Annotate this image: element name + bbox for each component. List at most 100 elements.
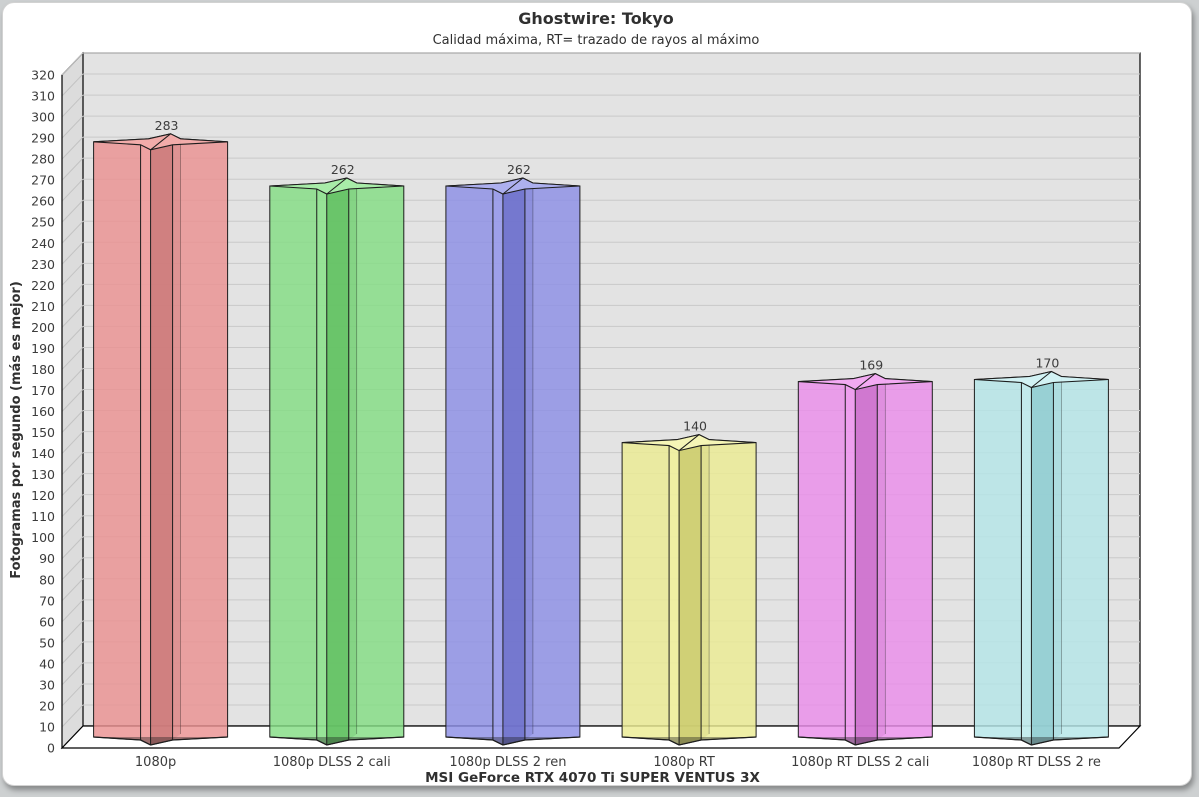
bar-top-crease <box>150 133 171 151</box>
y-tick-label: 90 <box>39 551 55 566</box>
bar-facet-dark <box>679 445 702 745</box>
wall-hatch <box>61 283 84 307</box>
wall-hatch <box>61 473 84 496</box>
bar-bottom-edge <box>93 736 228 746</box>
bar-value-label: 169 <box>859 358 883 373</box>
y-tick-label: 250 <box>31 215 55 230</box>
wall-hatch <box>61 52 84 76</box>
x-axis-title: MSI GeForce RTX 4070 Ti SUPER VENTUS 3X <box>425 770 760 786</box>
y-tick-label: 270 <box>31 173 55 188</box>
bar-top-crease <box>1031 371 1052 388</box>
wall-hatch <box>61 515 84 539</box>
wall-hatch <box>61 262 84 286</box>
bar-top-crease <box>854 373 876 390</box>
bar-value-label: 283 <box>155 118 179 133</box>
y-tick-label: 290 <box>31 131 55 146</box>
bar-value-label: 140 <box>683 419 707 434</box>
bar-bottom-edge <box>445 736 580 746</box>
wall-hatch <box>61 620 84 644</box>
y-tick-label: 220 <box>31 278 55 293</box>
bar-bottom-edge <box>622 736 757 746</box>
bar-facet-dark <box>855 384 878 745</box>
wall-hatch <box>61 115 84 139</box>
wall-hatch <box>61 410 84 433</box>
wall-hatch <box>61 178 84 202</box>
y-tick-label: 0 <box>47 741 55 756</box>
x-category-label: 1080p <box>135 755 176 770</box>
y-tick-label: 280 <box>31 152 55 167</box>
y-tick-label: 110 <box>31 509 55 524</box>
bar-facet-mid <box>348 183 357 740</box>
bar-facet-light <box>140 144 151 746</box>
wall-hatch <box>61 641 84 665</box>
y-tick-label: 170 <box>31 383 55 398</box>
x-category-label: 1080p DLSS 2 cali <box>273 755 391 770</box>
y-tick-label: 120 <box>31 488 55 503</box>
wall-hatch <box>61 683 84 707</box>
bar-facet-light <box>492 189 503 745</box>
bar-top-crease <box>326 177 348 195</box>
wall-hatch <box>61 241 84 265</box>
wall-hatch <box>61 536 84 560</box>
y-tick-label: 30 <box>39 677 55 692</box>
y-tick-label: 300 <box>31 110 55 125</box>
wall-hatch <box>61 431 84 454</box>
bar-facet-mid <box>524 183 533 740</box>
y-tick-label: 190 <box>31 341 55 356</box>
wall-hatch <box>61 389 84 412</box>
y-tick-label: 320 <box>31 68 55 83</box>
y-tick-label: 20 <box>39 698 55 713</box>
wall-hatch <box>61 578 84 602</box>
wall-hatch <box>61 326 84 349</box>
bar-facet-mid <box>172 138 181 741</box>
y-tick-label: 50 <box>39 635 55 650</box>
bar-facet-light <box>669 445 680 745</box>
y-axis-title: Fotogramas por segundo (más es mejor) <box>9 281 24 579</box>
y-tick-label: 160 <box>31 404 55 419</box>
bar-value-label: 170 <box>1035 355 1059 370</box>
bar-bottom-edge <box>974 736 1109 746</box>
wall-hatch <box>61 220 84 244</box>
x-category-label: 1080p RT DLSS 2 cali <box>791 755 929 770</box>
bar-bottom-edge <box>269 736 404 746</box>
y-tick-label: 240 <box>31 236 55 251</box>
y-tick-label: 130 <box>31 467 55 482</box>
bar-facet-mid <box>701 439 710 740</box>
bar-top-crease <box>678 434 700 451</box>
y-tick-label: 180 <box>31 362 55 377</box>
y-tick-label: 70 <box>39 593 55 608</box>
wall-hatch <box>61 94 84 118</box>
wall-hatch <box>61 599 84 623</box>
bar-facet-mid <box>877 378 886 740</box>
bar-facet-dark <box>326 189 349 745</box>
bar-value-label: 262 <box>507 162 531 177</box>
bar-facet-dark <box>502 189 525 745</box>
y-tick-label: 260 <box>31 194 55 209</box>
y-tick-label: 100 <box>31 530 55 545</box>
y-tick-label: 210 <box>31 299 55 314</box>
y-tick-label: 10 <box>39 719 55 734</box>
y-tick-label: 40 <box>39 656 55 671</box>
wall-hatch <box>61 368 84 391</box>
x-category-label: 1080p RT <box>653 755 715 770</box>
y-tick-label: 310 <box>31 89 55 104</box>
wall-hatch <box>61 557 84 581</box>
x-category-label: 1080p RT DLSS 2 re <box>972 755 1101 770</box>
wall-hatch <box>61 199 84 223</box>
bar-facet-light <box>845 384 856 745</box>
bar-facet-light <box>1021 382 1032 745</box>
y-tick-label: 140 <box>31 446 55 461</box>
wall-hatch <box>61 452 84 475</box>
wall-hatch <box>61 157 84 181</box>
bar-facet-dark <box>1031 382 1054 745</box>
wall-hatch <box>61 662 84 686</box>
y-tick-label: 60 <box>39 614 55 629</box>
y-tick-label: 200 <box>31 320 55 335</box>
bar-top-crease <box>502 177 524 195</box>
bar-value-label: 262 <box>331 162 355 177</box>
chart-subtitle: Calidad máxima, RT= trazado de rayos al … <box>432 33 760 48</box>
y-tick-label: 230 <box>31 257 55 272</box>
chart-title: Ghostwire: Tokyo <box>518 9 674 28</box>
